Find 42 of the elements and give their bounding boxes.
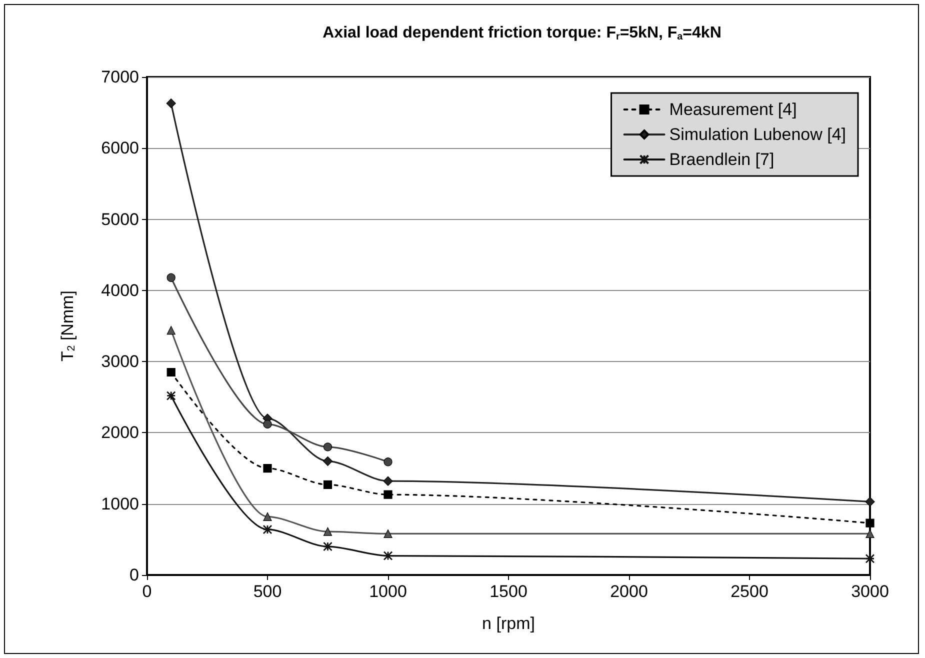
point [166, 368, 176, 377]
point [166, 326, 176, 335]
y-tick-label: 1000 [101, 494, 139, 514]
point [166, 98, 176, 108]
x-tick-label: 2000 [610, 582, 648, 601]
y-tick-label: 6000 [101, 138, 139, 158]
point [865, 496, 875, 507]
legend-label: Measurement [4] [669, 100, 797, 119]
y-tick-label: 5000 [101, 210, 139, 229]
x-tick-label: 1500 [490, 582, 528, 601]
point [166, 273, 176, 282]
point [383, 551, 393, 560]
point [323, 527, 332, 536]
point [383, 476, 393, 486]
point [166, 391, 176, 400]
y-axis-title: T2 [Nmm] [58, 290, 78, 362]
legend-label: Simulation Lubenow [4] [669, 125, 846, 144]
y-tick-label: 0 [130, 566, 139, 584]
point [262, 524, 272, 534]
point [384, 458, 392, 466]
point [322, 456, 333, 466]
x-tick-label: 0 [142, 582, 152, 601]
y-tick-label: 4000 [101, 280, 139, 300]
point [323, 442, 332, 452]
point [865, 554, 875, 564]
point [323, 480, 332, 489]
point [384, 490, 392, 499]
point [263, 420, 272, 428]
y-tick-label: 3000 [101, 352, 139, 372]
x-axis-title: n [rpm] [482, 614, 535, 633]
point [263, 464, 272, 473]
y-tick-label: 7000 [101, 68, 139, 86]
legend-label: Braendlein [7] [669, 150, 774, 169]
x-tick-label: 2500 [730, 582, 768, 601]
point [866, 518, 874, 528]
y-tick-label: 2000 [101, 423, 139, 442]
x-tick-label: 1000 [369, 582, 407, 601]
x-tick-label: 500 [253, 582, 282, 601]
point [263, 512, 272, 521]
point [384, 529, 392, 538]
point [323, 542, 332, 552]
x-tick-label: 3000 [851, 582, 889, 601]
